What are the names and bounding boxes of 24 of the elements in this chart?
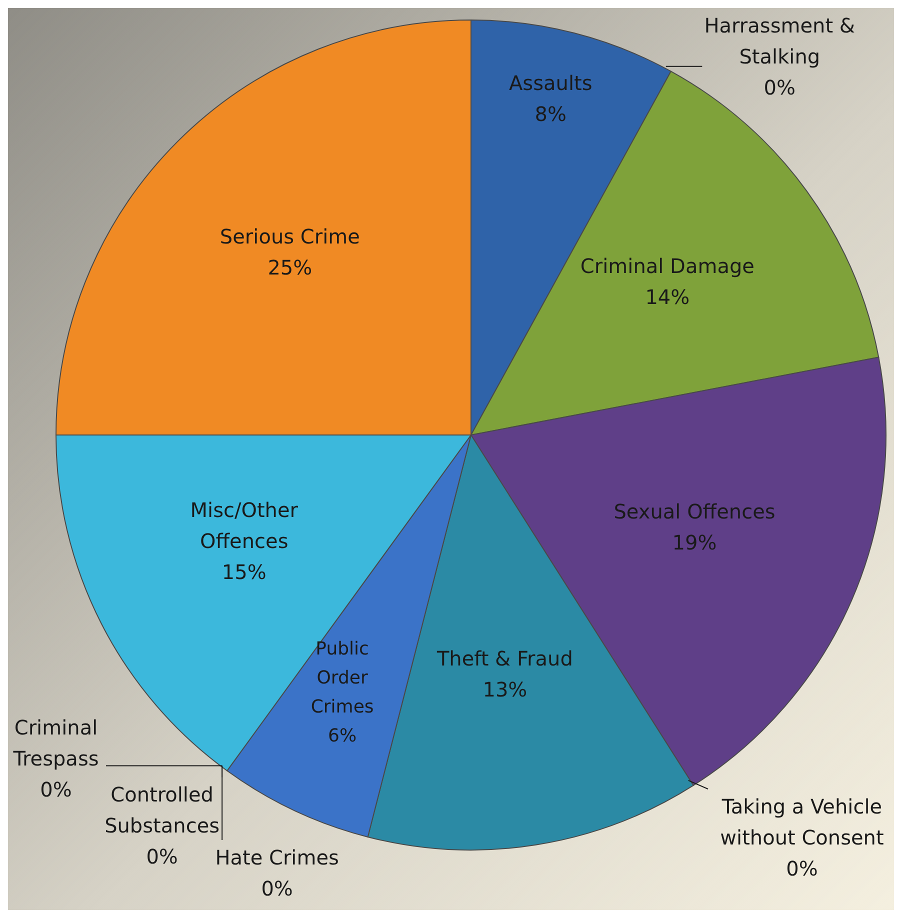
data-label: 13% [482, 678, 528, 702]
legend-label: Controlled Substances [104, 783, 220, 838]
text: 0% [261, 876, 293, 901]
text: 0% [786, 856, 818, 881]
data-label: 8% [534, 102, 566, 126]
category-label: Taking a Vehicle without Consent [720, 794, 884, 850]
slice-label: Sexual Offences [614, 500, 776, 524]
slice-label: Serious Crime [220, 224, 360, 249]
data-label: 25% [268, 256, 312, 280]
category-label: Criminal Trespass [13, 716, 99, 772]
slice-label: Theft & Fraud [436, 646, 573, 671]
data-label: 6% [328, 725, 357, 746]
category-label: Hate Crimes [215, 846, 339, 870]
slice-label: Public Order Crimes [310, 638, 374, 718]
slice-label: Assaults [508, 71, 592, 96]
slice-label: Misc/Other Offences [190, 498, 299, 554]
text: 0% [40, 778, 72, 802]
data-label: 19% [672, 530, 717, 555]
data-label: 14% [645, 286, 690, 310]
data-label: 15% [222, 560, 266, 585]
category-label: Harrassment & Stalking [704, 14, 856, 69]
text: 0% [764, 76, 796, 100]
text: 0% [146, 845, 178, 870]
slice-label: Criminal Damage [580, 254, 754, 279]
